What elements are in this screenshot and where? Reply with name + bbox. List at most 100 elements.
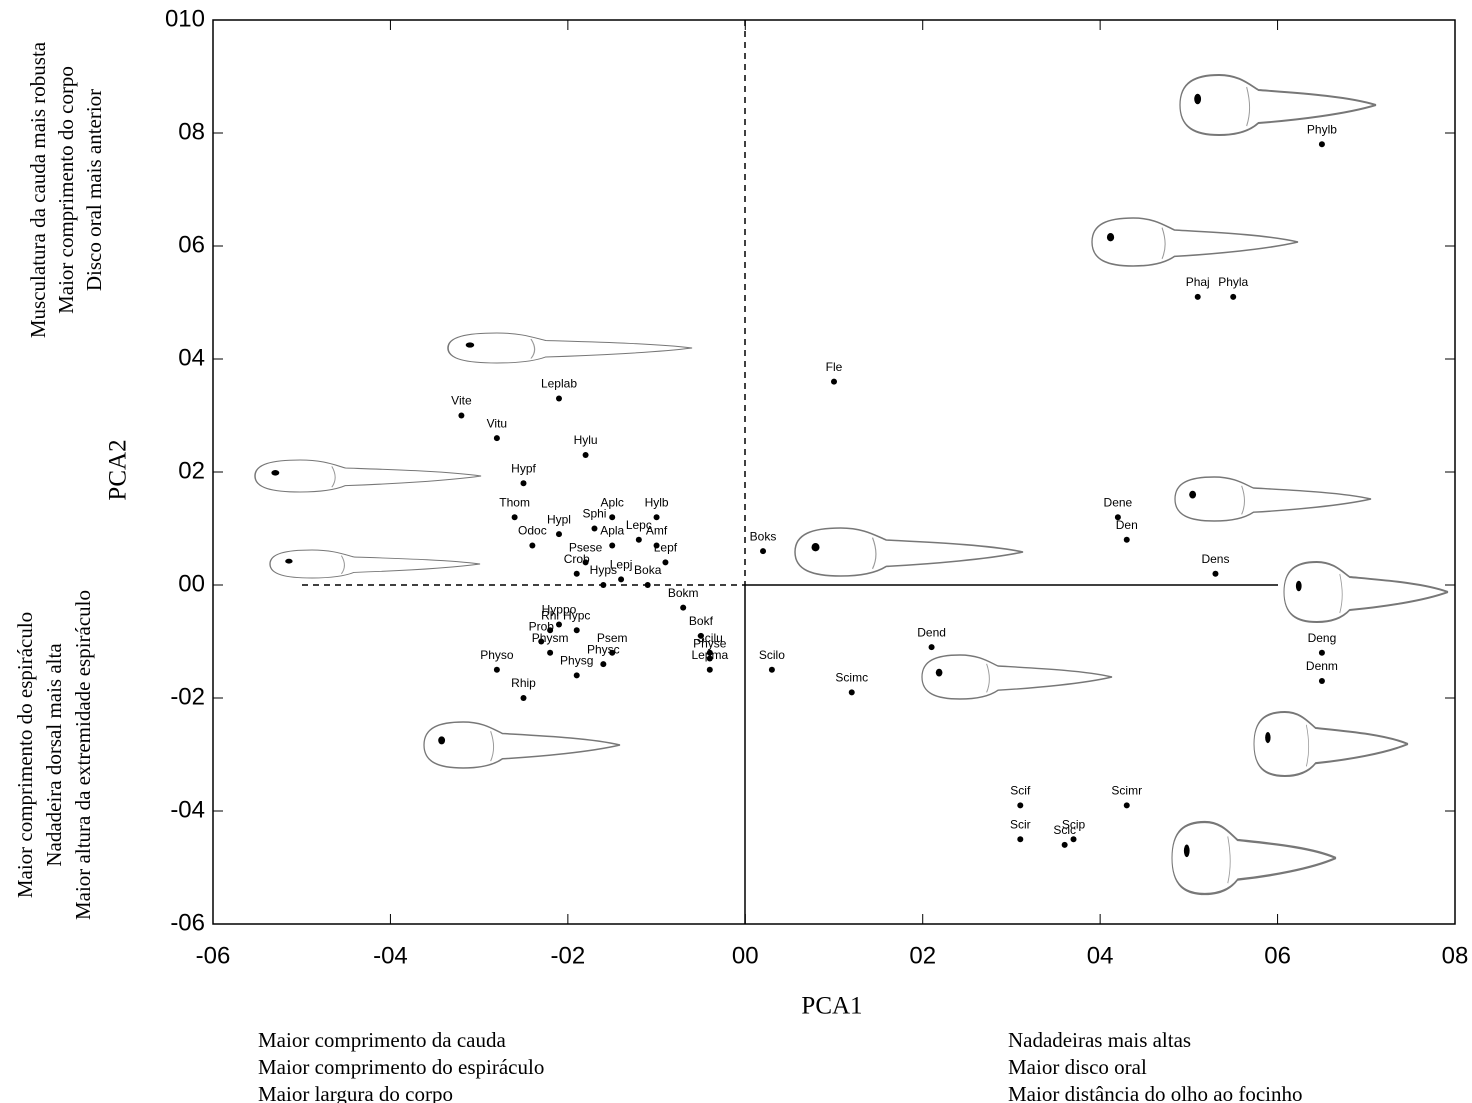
point [493,435,500,442]
y-tick-label: -04 [170,796,205,823]
x-tick-label: 06 [1264,942,1291,969]
point-label: Hylb [645,495,669,509]
point-label: Lepc [626,518,652,532]
point [1114,514,1121,521]
y-axis-label: PCA2 [105,439,132,500]
tadpole [269,549,481,579]
point [831,378,837,385]
point [618,576,625,583]
point [573,672,580,679]
point-label: Lepma [691,648,728,662]
point-label: Scilo [759,648,785,662]
point-label: Scic [1053,823,1076,837]
x-tick-label: -06 [196,942,231,969]
y-annotation: Maior altura da extremidade espiráculo [71,590,95,920]
tadpole [1179,74,1377,136]
point [768,666,775,673]
point [697,632,704,639]
point [1123,536,1130,543]
tadpole [254,459,482,493]
tadpole [1174,476,1372,522]
point-label: Hyps [590,563,617,577]
point-label: Dend [917,625,946,639]
point-label: Psese [569,541,603,555]
point-label: Aplc [601,495,624,509]
point [1061,841,1068,848]
point-label: Physe [693,637,727,651]
point [928,644,935,651]
point [458,412,465,419]
point-label: Phylb [1307,122,1337,136]
point [1212,570,1219,577]
point-label: Odoc [518,524,547,538]
point [1194,293,1201,300]
point-label: Rhip [511,676,536,690]
point [600,582,607,588]
tadpole [1252,710,1410,778]
point-label: Dens [1201,552,1229,566]
y-tick-label: 02 [178,457,205,484]
tadpole [1283,561,1449,623]
y-annotation: Maior comprimento do espiráculo [13,612,37,898]
point-label: Bokf [689,614,714,628]
x-tick-label: -04 [373,942,408,969]
point-label: Scip [1062,817,1086,831]
x-tick-label: -02 [551,942,586,969]
x-annotation: Maior comprimento da cauda [258,1028,507,1052]
x-annotation: Maior largura do corpo [258,1082,453,1103]
point [653,542,660,549]
point [582,452,589,459]
y-tick-label: -06 [170,909,205,936]
reference-lines [302,20,1278,924]
tadpole [447,332,693,364]
tadpole-drawings [254,74,1449,896]
point-label: Bokm [668,586,699,600]
x-annotation: Nadadeiras mais altas [1008,1028,1191,1052]
x-tick-label: 02 [909,942,936,969]
point [520,480,527,487]
point [555,395,562,402]
x-tick-label: 00 [732,942,759,969]
point [591,525,598,532]
point [609,542,616,549]
x-annotation: Maior distância do olho ao focinho [1008,1082,1303,1103]
point-label: Rhi [541,608,559,622]
point-label: Scimc [835,671,868,685]
tadpole [921,654,1113,700]
point [1318,141,1325,148]
point-label: Hylu [574,433,598,447]
point [653,514,660,521]
point-label: Amf [646,524,668,538]
point [706,655,713,662]
point-label: Thom [499,495,530,509]
point [706,666,713,673]
point [644,582,651,588]
point-label: Leplab [541,377,577,391]
point [662,559,669,566]
point-label: Vitu [487,416,507,430]
y-tick-label: 06 [178,231,205,258]
point [1318,678,1325,685]
point-label: Physo [480,648,514,662]
point [1318,649,1325,656]
y-annotation: Nadadeira dorsal mais alta [42,643,66,867]
y-annotation: Disco oral mais anterior [82,89,106,291]
point [1070,836,1077,843]
y-annotation: Maior comprimento do corpo [54,66,78,314]
point-label: Lepf [654,541,678,555]
point [555,621,562,628]
point-label: Lepj [610,558,633,572]
tadpole [1091,217,1299,267]
x-annotation: Maior comprimento do espiráculo [258,1055,544,1079]
point-label: Physm [532,631,569,645]
y-tick-label: 010 [165,5,205,32]
point [1123,802,1130,809]
y-tick-label: 08 [178,118,205,145]
point [760,548,767,555]
point [848,689,855,696]
point-label: Hyppo [542,603,577,617]
point [582,559,589,566]
point [680,604,687,611]
point-label: Boka [634,563,662,577]
tadpole [423,721,621,769]
